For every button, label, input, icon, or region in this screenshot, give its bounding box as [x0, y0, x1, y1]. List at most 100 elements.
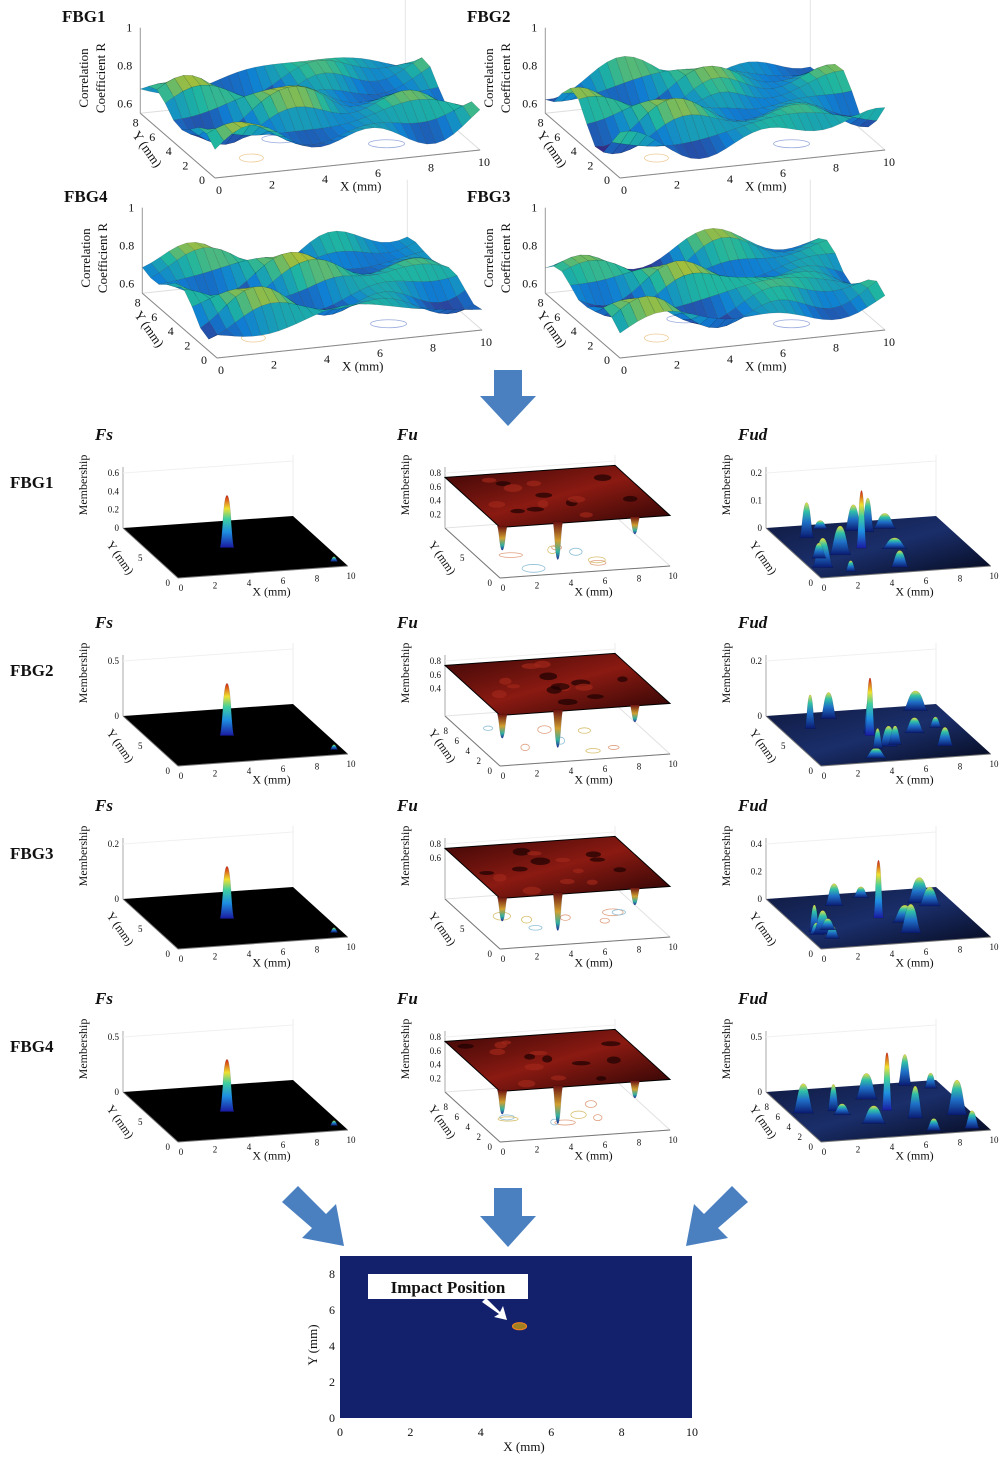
y-tick-label: 2	[587, 159, 593, 173]
arrows	[282, 370, 748, 1247]
z-tick-label: 0.5	[108, 1032, 120, 1042]
y-axis	[444, 527, 501, 579]
x-tick-label: 0	[337, 1425, 343, 1439]
x-tick-label: 10	[478, 155, 490, 169]
surface-cell	[439, 265, 458, 279]
back-wall	[444, 831, 616, 845]
z-tick-label: 0.6	[430, 482, 442, 492]
peak	[902, 690, 929, 711]
y-tick-label: 2	[329, 1375, 335, 1389]
x-axis	[820, 753, 992, 767]
y-tick-label: 2	[184, 339, 190, 353]
x-tick-label: 6	[281, 764, 286, 774]
peak	[820, 692, 838, 719]
x-axis-label: X (mm)	[340, 179, 382, 194]
row-label: FBG4	[10, 1037, 54, 1056]
peak	[928, 716, 943, 728]
x-tick-label: 6	[375, 166, 381, 180]
y-axis-label: Y (mm)	[426, 538, 459, 577]
x-axis-label: X (mm)	[574, 1148, 612, 1162]
x-tick-label: 4	[247, 1142, 252, 1152]
z-tick-label: 0	[115, 711, 120, 721]
contour	[584, 1100, 597, 1108]
x-tick-label: 6	[924, 764, 929, 774]
x-tick-label: 4	[890, 766, 895, 776]
y-tick-label: 0	[166, 766, 171, 776]
panel-title: FBG2	[467, 7, 510, 26]
x-tick-label: 10	[669, 942, 679, 952]
peak	[812, 520, 829, 530]
impact-spot	[511, 1322, 528, 1331]
contour	[593, 1114, 603, 1122]
z-tick-label: 0	[115, 894, 120, 904]
arrow-down	[480, 370, 536, 426]
back-wall	[122, 460, 294, 474]
surface-bump	[550, 1075, 567, 1081]
contour	[599, 917, 610, 924]
x-tick-label: 8	[315, 944, 320, 954]
y-tick-label: 5	[138, 924, 143, 934]
panel-title: Fud	[737, 425, 768, 444]
surface-bump	[524, 1053, 536, 1060]
x-tick-label: 10	[480, 335, 492, 349]
z-tick-label: 0.6	[430, 853, 442, 863]
peak	[854, 1073, 879, 1100]
back-wall	[444, 1024, 616, 1038]
peak	[329, 1120, 339, 1126]
back-wall	[444, 460, 616, 474]
surface-bump	[488, 501, 506, 508]
x-tick-label: 4	[569, 949, 574, 959]
z-tick-label: 0.8	[117, 59, 132, 73]
z-tick-label: 0.2	[108, 839, 119, 849]
back-wall	[122, 648, 294, 662]
x-axis	[214, 149, 481, 179]
z-tick-label: 0.8	[430, 468, 442, 478]
surface-bump	[534, 660, 551, 669]
z-tick-label: 0.4	[430, 684, 442, 694]
y-tick-label: 0	[488, 949, 493, 959]
surface-bump	[537, 500, 549, 508]
x-tick-label: 8	[315, 761, 320, 771]
z-axis-label: Membership	[719, 826, 733, 887]
x-tick-label: 4	[727, 172, 733, 186]
y-tick-label: 4	[466, 746, 471, 756]
peak	[219, 495, 235, 548]
z-tick-label: 0	[758, 1087, 763, 1097]
contour	[498, 552, 523, 558]
x-tick-label: 2	[269, 177, 275, 191]
panel-title: Fud	[737, 613, 768, 632]
x-tick-label: 4	[727, 352, 733, 366]
y-tick-label: 4	[168, 324, 174, 338]
contour	[611, 909, 626, 916]
z-tick-label: 1	[126, 21, 132, 35]
y-tick-label: 6	[151, 310, 157, 324]
surface-bump	[589, 857, 606, 862]
panel-title: Fu	[396, 613, 418, 632]
x-tick-label: 8	[315, 573, 320, 583]
x-tick-label: 2	[213, 581, 218, 591]
y-axis-label: Y (mm)	[747, 538, 780, 577]
surface-cell	[867, 107, 886, 121]
y-axis	[765, 1091, 822, 1143]
back-wall	[444, 648, 616, 662]
contour	[528, 925, 543, 931]
back-wall	[765, 831, 937, 845]
z-axis-label: Correlation	[76, 48, 91, 108]
peak	[799, 502, 815, 539]
x-axis-label: X (mm)	[252, 955, 290, 969]
x-tick-label: 10	[990, 571, 1000, 581]
y-tick-label: 6	[329, 1303, 335, 1317]
x-tick-label: 6	[924, 947, 929, 957]
contour	[521, 564, 546, 573]
y-axis	[141, 292, 218, 359]
peak	[824, 883, 844, 906]
peak	[792, 1083, 815, 1114]
y-tick-label: 0	[809, 766, 814, 776]
x-tick-label: 10	[669, 571, 679, 581]
z-tick-label: 0.6	[430, 1046, 442, 1056]
peak	[497, 713, 508, 739]
x-tick-label: 2	[535, 1145, 540, 1155]
y-tick-label: 6	[455, 1112, 460, 1122]
y-axis	[544, 112, 621, 179]
